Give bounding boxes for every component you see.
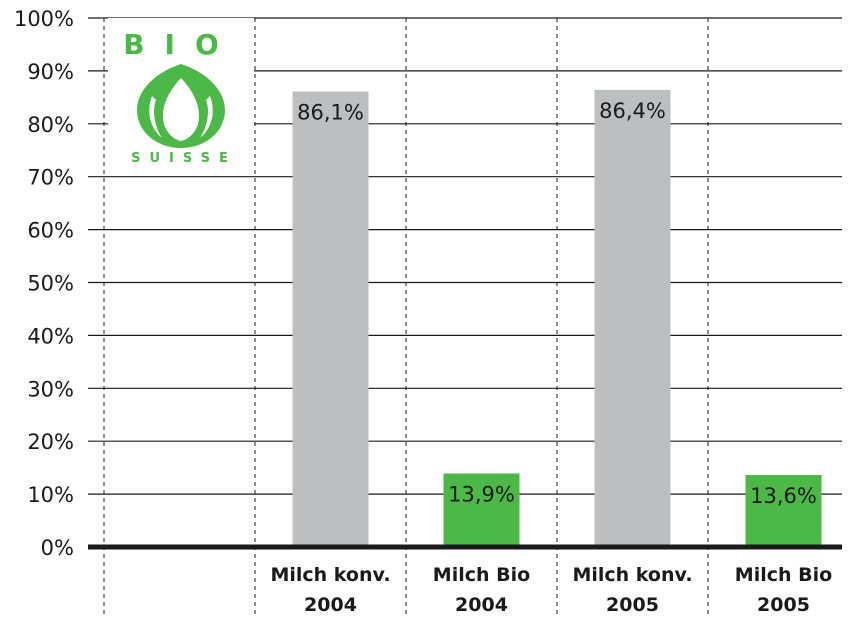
- category-label: Milch konv.: [270, 564, 390, 586]
- y-tick-label: 100%: [14, 7, 74, 31]
- x-axis-category-labels: Milch konv. 2004 Milch Bio 2004 Milch konv. 2…: [270, 564, 832, 616]
- y-tick-label: 70%: [27, 166, 74, 190]
- y-tick-label: 10%: [27, 483, 74, 507]
- category-label: Milch Bio: [433, 564, 530, 586]
- bio-suisse-logo: BIO SUISSE: [108, 18, 254, 170]
- y-tick-label: 0%: [41, 536, 74, 560]
- data-labels: 86,1% 13,9% 86,4% 13,6%: [297, 99, 817, 508]
- data-label: 13,9%: [448, 482, 515, 506]
- y-tick-label: 20%: [27, 430, 74, 454]
- bar: [443, 473, 520, 547]
- data-label: 86,1%: [297, 101, 364, 125]
- data-label: 86,4%: [599, 99, 666, 123]
- bar: [745, 475, 822, 547]
- bars: [292, 89, 822, 547]
- category-label: 2005: [757, 594, 810, 616]
- category-label: 2004: [304, 594, 357, 616]
- y-axis-tick-labels: 0% 10% 20% 30% 40% 50% 60% 70% 80% 90% 100%: [14, 7, 74, 560]
- y-tick-label: 60%: [27, 219, 74, 243]
- y-tick-label: 30%: [27, 377, 74, 401]
- gridlines: [88, 17, 842, 617]
- bar: [594, 89, 671, 547]
- logo-bottom-text: SUISSE: [131, 151, 237, 166]
- category-label: Milch Bio: [735, 564, 832, 586]
- category-label: Milch konv.: [572, 564, 692, 586]
- data-label: 13,6%: [750, 484, 817, 508]
- y-tick-label: 80%: [27, 113, 74, 137]
- category-label: 2004: [455, 594, 508, 616]
- y-tick-label: 50%: [27, 272, 74, 296]
- logo-top-text: BIO: [123, 28, 239, 61]
- y-tick-label: 40%: [27, 324, 74, 348]
- bar: [292, 91, 369, 547]
- category-label: 2005: [606, 594, 659, 616]
- y-tick-label: 90%: [27, 60, 74, 84]
- logo-flame-icon: [137, 64, 225, 148]
